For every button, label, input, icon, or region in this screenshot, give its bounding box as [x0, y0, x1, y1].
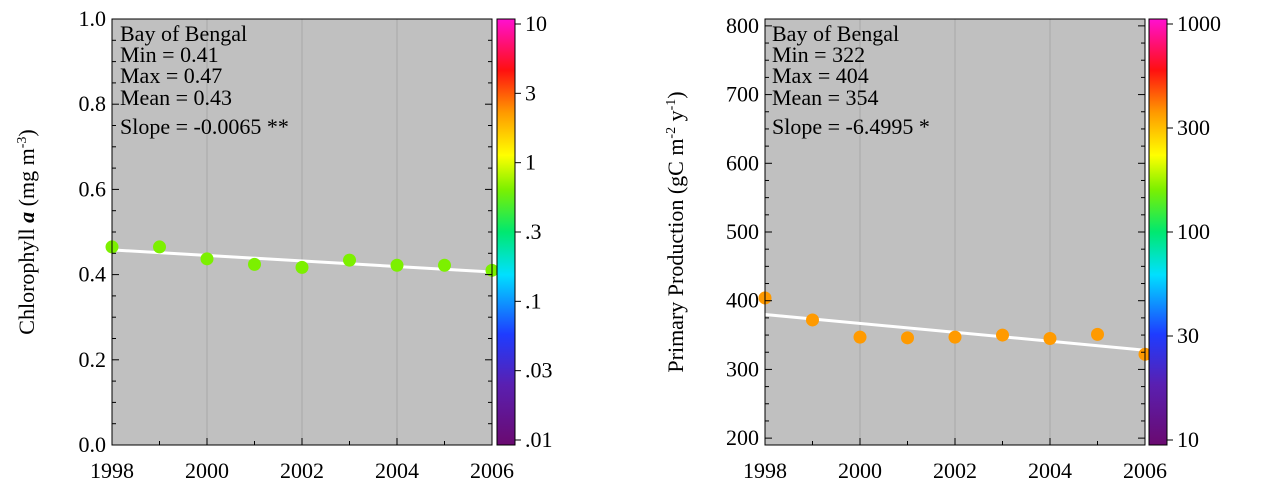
- x-tick-label: 2002: [280, 458, 324, 483]
- y-tick-label: 200: [726, 425, 759, 450]
- x-tick-label: 2002: [933, 458, 977, 483]
- x-tick-label: 1998: [743, 458, 787, 483]
- y-tick-label: 500: [726, 219, 759, 244]
- y-tick-label: 0.8: [79, 91, 107, 116]
- y-tick-label: 600: [726, 150, 759, 175]
- annotation-mean: Mean = 0.43: [120, 85, 232, 110]
- data-point: [248, 257, 261, 271]
- gridlines: [206, 19, 398, 445]
- x-tick-label: 2006: [1123, 458, 1167, 483]
- x-tick-label: 2000: [838, 458, 882, 483]
- y-tick-label: 0.6: [79, 176, 107, 201]
- gridlines: [859, 19, 1051, 445]
- colorbar-tick-label: .03: [525, 358, 553, 383]
- annotation-slope: Slope = -0.0065 **: [120, 114, 289, 139]
- y-tick-label: 800: [726, 13, 759, 38]
- colorbar-tick-label: 1: [525, 150, 536, 175]
- data-point: [806, 313, 819, 327]
- annotation-region: Bay of Bengal: [120, 21, 247, 46]
- data-point: [901, 331, 914, 345]
- colorbar-tick-label: 3: [525, 80, 536, 105]
- plot-frame: [764, 18, 1146, 446]
- data-point: [1091, 327, 1104, 341]
- colorbar: [496, 18, 516, 446]
- colorbar-tick-label: 300: [1177, 115, 1210, 140]
- data-points: [105, 240, 499, 277]
- y-axis-label: Primary Production (gC m-2 y-1): [663, 91, 688, 372]
- x-tick-label: 2000: [185, 458, 229, 483]
- annotation-min: Min = 0.41: [120, 42, 219, 67]
- annotation-region: Bay of Bengal: [772, 21, 899, 46]
- data-point: [200, 252, 214, 266]
- y-tick-label: 300: [726, 356, 759, 381]
- annotation-min: Min = 322: [772, 42, 865, 67]
- y-tick-label: 0.4: [79, 262, 107, 287]
- colorbar-tick-label: .01: [525, 427, 553, 452]
- chlorophyll-chart: 1998 2000 2002 2004 2006 0.0 0.2 0.4 0.6 0.8 1.0 1…: [14, 6, 553, 483]
- colorbar-tick-label: 100: [1177, 219, 1210, 244]
- colorbar-ticks: 10 3 1 .3 .1 .03 .01: [515, 11, 553, 452]
- x-tick-label: 1998: [90, 458, 134, 483]
- colorbar-tick-label: .3: [525, 219, 542, 244]
- data-point: [853, 330, 867, 344]
- data-point: [153, 240, 166, 254]
- data-point: [390, 258, 404, 272]
- data-points: [758, 291, 1152, 361]
- y-tick-label: 0.0: [79, 432, 107, 457]
- colorbar-ticks: 1000 300 100 30 10: [1167, 11, 1221, 452]
- annotation-mean: Mean = 354: [772, 85, 879, 110]
- data-point: [996, 328, 1009, 342]
- data-point: [343, 253, 356, 267]
- x-tick-label: 2004: [375, 458, 419, 483]
- data-point: [1043, 332, 1057, 345]
- x-tick-label: 2004: [1028, 458, 1072, 483]
- annotation-slope: Slope = -6.4995 *: [772, 114, 930, 139]
- y-tick-label: 400: [726, 288, 759, 313]
- colorbar-tick-label: 1000: [1177, 11, 1221, 36]
- primary-production-chart: 1998 2000 2002 2004 2006 200 300 400 500 600 700 80…: [663, 11, 1221, 483]
- colorbar-tick-label: .1: [525, 288, 542, 313]
- y-tick-label: 0.2: [79, 347, 107, 372]
- data-point: [948, 330, 962, 344]
- y-axis-label: Chlorophyll a (mg m-3): [14, 129, 39, 334]
- annotation-max: Max = 404: [772, 63, 869, 88]
- colorbar: [1148, 18, 1168, 446]
- x-tick-label: 2006: [470, 458, 514, 483]
- axis-ticks: 1998 2000 2002 2004 2006 200 300 400 500 600 700 80…: [726, 13, 1167, 483]
- data-point: [295, 260, 309, 274]
- plot-frame: [111, 18, 493, 446]
- stats-annotation: Bay of Bengal Min = 322 Max = 404 Mean =…: [772, 21, 930, 139]
- colorbar-tick-label: 10: [525, 11, 547, 36]
- colorbar-tick-label: 10: [1177, 427, 1199, 452]
- data-point: [438, 258, 451, 272]
- y-tick-label: 700: [726, 82, 759, 107]
- y-tick-label: 1.0: [79, 6, 107, 31]
- annotation-max: Max = 0.47: [120, 63, 222, 88]
- stats-annotation: Bay of Bengal Min = 0.41 Max = 0.47 Mean…: [120, 21, 289, 139]
- colorbar-tick-label: 30: [1177, 323, 1199, 348]
